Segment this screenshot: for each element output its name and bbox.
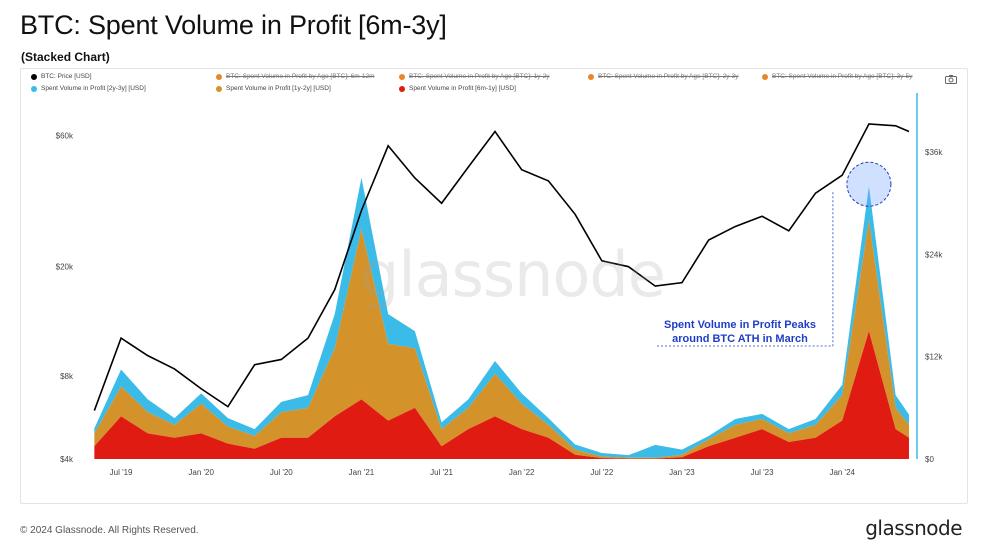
x-tick-label: Jan '22 bbox=[509, 468, 535, 477]
legend-item-2y-3y-usd[interactable]: Spent Volume in Profit [2y-3y] [USD] bbox=[31, 85, 146, 92]
x-tick-label: Jan '24 bbox=[829, 468, 855, 477]
y-left-tick-label: $8k bbox=[60, 372, 74, 381]
legend-dot bbox=[31, 73, 37, 80]
series-area-1y-2y bbox=[94, 220, 909, 459]
x-tick-label: Jul '20 bbox=[270, 468, 293, 477]
legend-item-1y-2y-btc[interactable]: BTC: Spent Volume in Profit by Age [BTC]… bbox=[399, 73, 550, 80]
y-left-tick-label: $4k bbox=[60, 455, 74, 464]
legend-dot bbox=[216, 73, 222, 80]
x-tick-label: Jul '21 bbox=[430, 468, 453, 477]
legend-item-3y-5y-btc[interactable]: BTC: Spent Volume in Profit by Age [BTC]… bbox=[762, 73, 913, 80]
x-tick-label: Jul '23 bbox=[751, 468, 774, 477]
series-line-btc-price bbox=[93, 123, 910, 411]
series-area-6m-1y bbox=[94, 331, 909, 459]
legend-dot bbox=[762, 73, 768, 80]
y-right-tick-label: $36k bbox=[925, 148, 943, 157]
legend-item-2y-3y-btc[interactable]: BTC: Spent Volume in Profit by Age [BTC]… bbox=[588, 73, 739, 80]
legend-row-1: BTC: Price [USD] BTC: Spent Volume in Pr… bbox=[31, 73, 931, 85]
legend-dot bbox=[31, 85, 37, 92]
legend-dot bbox=[399, 73, 405, 80]
legend: BTC: Price [USD] BTC: Spent Volume in Pr… bbox=[31, 73, 931, 97]
annotation-connector bbox=[798, 192, 834, 347]
annotation-callout: Spent Volume in Profit Peaks around BTC … bbox=[654, 318, 826, 346]
legend-item-1y-2y-usd[interactable]: Spent Volume in Profit [1y-2y] [USD] bbox=[216, 85, 331, 92]
x-tick-label: Jul '22 bbox=[590, 468, 613, 477]
chart-card: Jul '19 Jan '20 Jul '20 Jan '21 Jul '21 Jan '… bbox=[20, 68, 968, 504]
x-tick-label: Jul '19 bbox=[110, 468, 133, 477]
legend-item-btc-price[interactable]: BTC: Price [USD] bbox=[31, 73, 92, 80]
x-tick-label: Jan '21 bbox=[349, 468, 375, 477]
legend-item-6m-12m-btc[interactable]: BTC: Spent Volume in Profit by Age [BTC]… bbox=[216, 73, 374, 80]
legend-dot bbox=[216, 85, 222, 92]
copyright-text: © 2024 Glassnode. All Rights Reserved. bbox=[20, 525, 199, 536]
page-subtitle: (Stacked Chart) bbox=[21, 50, 110, 64]
annotation-line-1: Spent Volume in Profit Peaks bbox=[664, 319, 816, 331]
y-right-tick-label: $12k bbox=[925, 353, 943, 362]
camera-icon[interactable] bbox=[945, 75, 957, 84]
legend-row-2: Spent Volume in Profit [2y-3y] [USD] Spe… bbox=[31, 85, 931, 97]
x-tick-label: Jan '23 bbox=[669, 468, 695, 477]
legend-item-6m-1y-usd[interactable]: Spent Volume in Profit [6m-1y] [USD] bbox=[399, 85, 516, 92]
glassnode-logo: glassnode bbox=[865, 516, 962, 540]
highlight-circle bbox=[846, 161, 892, 207]
legend-dot bbox=[588, 73, 594, 80]
legend-dot bbox=[399, 85, 405, 92]
y-right-tick-label: $0 bbox=[925, 455, 934, 464]
annotation-line-2: around BTC ATH in March bbox=[672, 333, 808, 345]
y-left-tick-label: $20k bbox=[56, 263, 74, 272]
page-title: BTC: Spent Volume in Profit [6m-3y] bbox=[20, 10, 447, 40]
x-tick-label: Jan '20 bbox=[188, 468, 214, 477]
chart[interactable]: Jul '19 Jan '20 Jul '20 Jan '21 Jul '21 Jan '… bbox=[21, 69, 967, 503]
y-right-tick-label: $24k bbox=[925, 250, 943, 259]
y-left-tick-label: $60k bbox=[56, 131, 74, 140]
